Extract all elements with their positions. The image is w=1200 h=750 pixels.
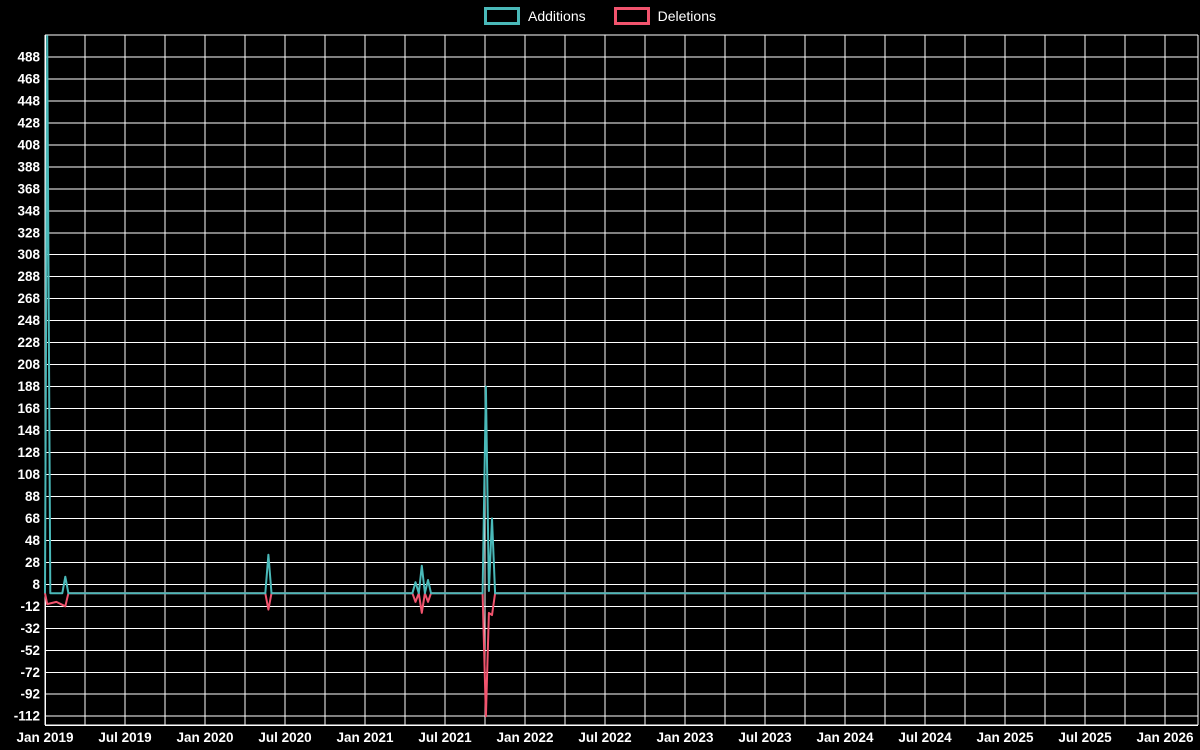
y-tick-label: 228 [17, 335, 40, 350]
series-line-additions [44, 35, 1198, 595]
y-tick-label: 148 [17, 423, 40, 438]
y-tick-label: 428 [17, 115, 40, 130]
deletions-swatch-icon [613, 7, 650, 25]
y-tick-label: 188 [17, 379, 40, 394]
y-tick-label: 28 [25, 555, 41, 570]
legend-item-additions[interactable]: Additions [484, 7, 586, 25]
y-tick-label: -72 [20, 665, 40, 680]
x-tick-label: Jan 2025 [976, 730, 1034, 745]
legend-label-deletions: Deletions [657, 8, 716, 24]
y-tick-label: 108 [17, 467, 40, 482]
y-tick-label: 468 [17, 71, 40, 86]
x-tick-label: Jan 2021 [336, 730, 394, 745]
x-tick-label: Jul 2019 [98, 730, 151, 745]
y-tick-label: -12 [20, 599, 40, 614]
y-tick-label: 448 [17, 93, 40, 108]
x-tick-label: Jan 2023 [656, 730, 714, 745]
x-tick-label: Jan 2022 [496, 730, 553, 745]
x-tick-label: Jul 2024 [898, 730, 952, 745]
y-tick-label: -112 [14, 709, 40, 724]
y-tick-label: 268 [17, 291, 40, 306]
x-tick-label: Jan 2026 [1136, 730, 1194, 745]
legend-label-additions: Additions [528, 8, 586, 24]
y-tick-label: 248 [17, 313, 40, 328]
y-tick-label: 288 [17, 269, 40, 284]
x-tick-label: Jul 2022 [578, 730, 631, 745]
y-tick-label: 488 [17, 50, 40, 65]
y-tick-label: 408 [17, 137, 40, 152]
x-tick-label: Jul 2021 [418, 730, 472, 745]
y-tick-label: 328 [17, 225, 40, 240]
y-tick-label: 308 [17, 247, 40, 262]
y-tick-label: 208 [17, 357, 40, 372]
x-tick-label: Jul 2020 [258, 730, 311, 745]
y-tick-label: 388 [17, 159, 40, 174]
y-tick-label: -52 [20, 643, 40, 658]
y-tick-label: 348 [17, 203, 40, 218]
y-tick-label: 168 [17, 401, 40, 416]
y-tick-label: 128 [17, 445, 40, 460]
y-tick-label: 8 [32, 577, 40, 592]
x-tick-label: Jan 2020 [176, 730, 233, 745]
series-line-deletions [44, 592, 1198, 718]
x-tick-label: Jul 2025 [1058, 730, 1112, 745]
y-tick-label: -32 [20, 621, 40, 636]
x-tick-label: Jul 2023 [738, 730, 792, 745]
y-tick-label: 88 [25, 489, 41, 504]
y-tick-label: 48 [25, 533, 41, 548]
y-tick-label: 68 [25, 511, 41, 526]
chart-legend: Additions Deletions [0, 7, 1200, 25]
additions-swatch-icon [484, 7, 521, 25]
y-tick-label: -92 [20, 687, 40, 702]
x-tick-label: Jan 2019 [16, 730, 73, 745]
y-tick-label: 368 [17, 181, 40, 196]
x-tick-label: Jan 2024 [816, 730, 874, 745]
legend-item-deletions[interactable]: Deletions [613, 7, 716, 25]
